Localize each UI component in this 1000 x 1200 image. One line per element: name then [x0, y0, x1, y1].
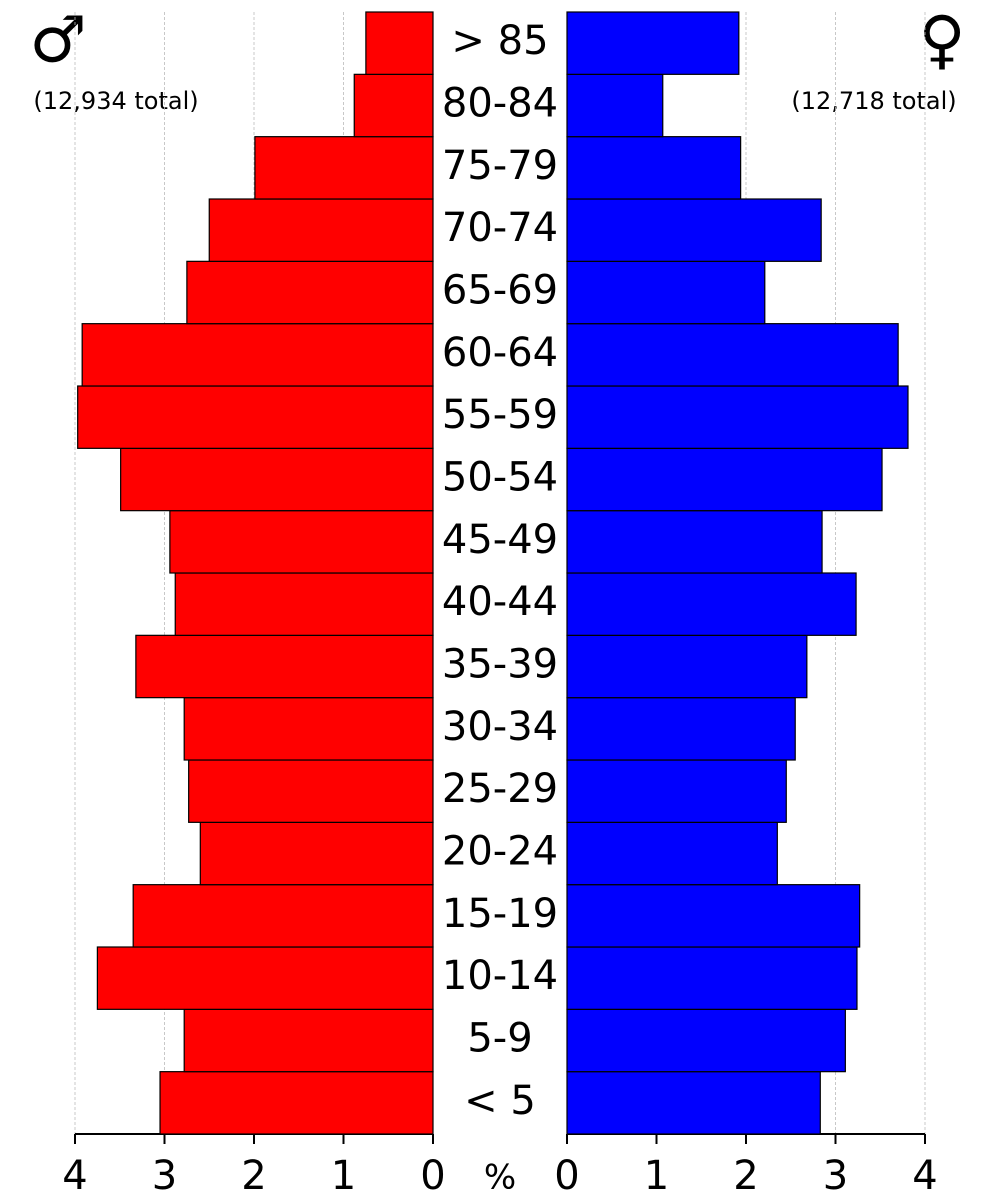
x-tick-label: 4 [62, 1153, 87, 1199]
bar [174, 572, 434, 636]
category-label: 15-19 [442, 891, 558, 937]
bar [199, 821, 434, 886]
female-symbol: ♀ [919, 4, 966, 78]
category-label: 20-24 [442, 829, 558, 875]
male-total: (12,934 total) [33, 87, 198, 115]
x-tick-label: 4 [912, 1153, 937, 1199]
x-tick-label: 0 [554, 1153, 579, 1199]
bar [132, 884, 434, 948]
female-total: (12,718 total) [791, 87, 956, 115]
category-label: 75-79 [442, 143, 558, 189]
bar [566, 260, 766, 325]
bar [353, 73, 434, 138]
category-label: 5-9 [467, 1016, 532, 1062]
bar [566, 385, 909, 449]
x-tick-label: 1 [644, 1153, 669, 1199]
bar [183, 1008, 434, 1073]
bar [566, 759, 787, 823]
category-label: 50-54 [442, 455, 558, 501]
bar [188, 759, 434, 823]
bar [566, 634, 808, 699]
category-label: 65-69 [442, 268, 558, 314]
category-label: 40-44 [442, 579, 558, 625]
bar [183, 697, 434, 761]
category-label: 35-39 [442, 642, 558, 688]
bar [96, 946, 434, 1010]
category-label: 45-49 [442, 517, 558, 563]
bar [120, 447, 434, 512]
bar [208, 198, 434, 262]
bar [566, 572, 857, 636]
category-label: 30-34 [442, 704, 558, 750]
x-tick-label: 1 [331, 1153, 356, 1199]
x-axis-label: % [484, 1158, 516, 1198]
bar [81, 323, 434, 387]
category-label: 10-14 [442, 953, 558, 999]
x-tick-label: 3 [823, 1153, 848, 1199]
category-label: > 85 [451, 18, 548, 64]
bar [566, 1008, 846, 1073]
category-label: 70-74 [442, 205, 558, 251]
x-tick-label: 2 [733, 1153, 758, 1199]
bar [566, 821, 778, 886]
category-label: 25-29 [442, 766, 558, 812]
bar [186, 260, 434, 325]
male-symbol: ♂ [29, 4, 86, 78]
x-tick-label: 0 [420, 1153, 445, 1199]
category-label: 60-64 [442, 330, 558, 376]
bar [77, 385, 434, 449]
bar [566, 447, 883, 512]
category-label: 55-59 [442, 392, 558, 438]
bar [566, 73, 664, 138]
bar [566, 11, 740, 75]
bar [566, 323, 899, 387]
bar [566, 884, 861, 948]
bar [159, 1071, 434, 1135]
bar [365, 11, 434, 75]
bar [135, 634, 434, 699]
category-label: < 5 [464, 1078, 536, 1124]
bar [566, 946, 858, 1010]
bar [566, 198, 822, 262]
x-tick-label: 2 [241, 1153, 266, 1199]
bar [566, 510, 823, 574]
bar [566, 1071, 821, 1135]
bar [254, 136, 434, 200]
bar [169, 510, 434, 574]
x-tick-label: 3 [152, 1153, 177, 1199]
bar [566, 697, 796, 761]
category-label: 80-84 [442, 81, 558, 127]
bar [566, 136, 742, 200]
